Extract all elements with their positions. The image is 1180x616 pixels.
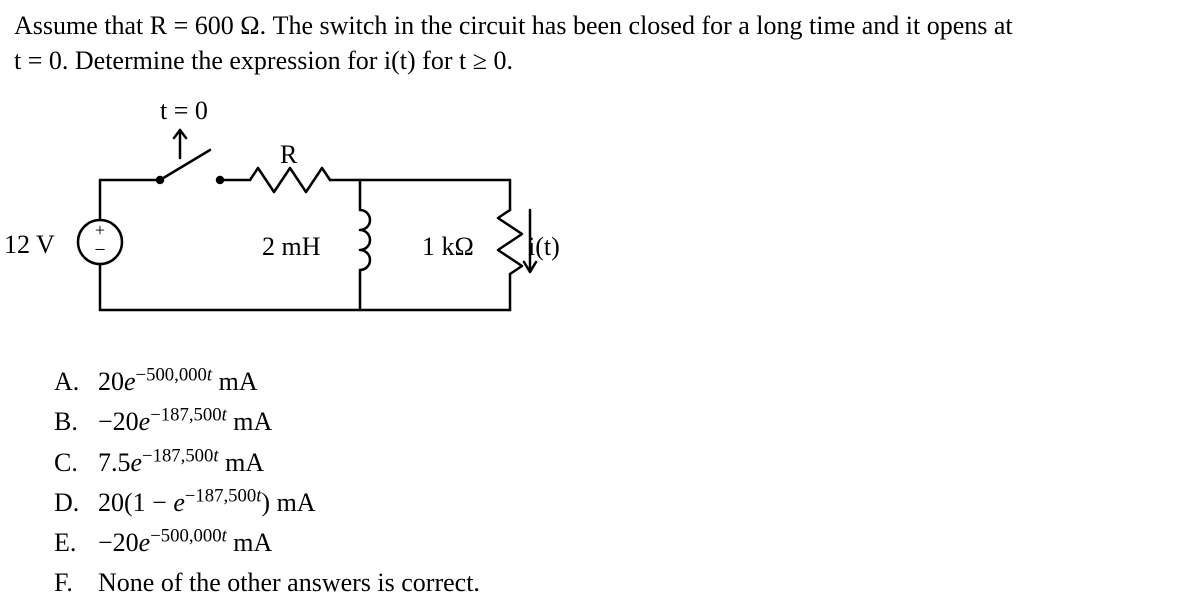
answer-text: −20e−187,500t mA xyxy=(98,402,272,442)
answer-text: None of the other answers is correct. xyxy=(98,563,480,603)
problem-statement: Assume that R = 600 Ω. The switch in the… xyxy=(14,8,1166,78)
answer-F: F. None of the other answers is correct. xyxy=(54,563,480,603)
answer-letter: D. xyxy=(54,483,98,523)
answer-D: D. 20(1 − e−187,500t) mA xyxy=(54,483,480,523)
answer-letter: B. xyxy=(54,402,98,442)
answer-letter: F. xyxy=(54,563,98,603)
page: Assume that R = 600 Ω. The switch in the… xyxy=(0,0,1180,616)
source-plus: + xyxy=(95,220,105,240)
resistor-1k-label: 1 kΩ xyxy=(422,232,474,262)
current-label: i(t) xyxy=(528,232,560,262)
source-voltage-label: 12 V xyxy=(4,230,55,260)
answer-B: B. −20e−187,500t mA xyxy=(54,402,480,442)
source-minus: − xyxy=(94,239,105,261)
inductor-label: 2 mH xyxy=(262,232,321,262)
problem-line-1: Assume that R = 600 Ω. The switch in the… xyxy=(14,11,1013,40)
answer-text: 7.5e−187,500t mA xyxy=(98,443,264,483)
resistor-R-label: R xyxy=(280,140,297,170)
answer-text: 20(1 − e−187,500t) mA xyxy=(98,483,316,523)
answer-letter: C. xyxy=(54,443,98,483)
answer-text: 20e−500,000t mA xyxy=(98,362,258,402)
answer-list: A. 20e−500,000t mA B. −20e−187,500t mA C… xyxy=(54,362,480,604)
switch-time-label: t = 0 xyxy=(160,96,208,126)
problem-line-2: t = 0. Determine the expression for i(t)… xyxy=(14,46,513,75)
answer-letter: A. xyxy=(54,362,98,402)
answer-C: C. 7.5e−187,500t mA xyxy=(54,443,480,483)
answer-letter: E. xyxy=(54,523,98,563)
answer-E: E. −20e−500,000t mA xyxy=(54,523,480,563)
answer-text: −20e−500,000t mA xyxy=(98,523,272,563)
circuit-diagram: + − xyxy=(60,110,580,340)
answer-A: A. 20e−500,000t mA xyxy=(54,362,480,402)
